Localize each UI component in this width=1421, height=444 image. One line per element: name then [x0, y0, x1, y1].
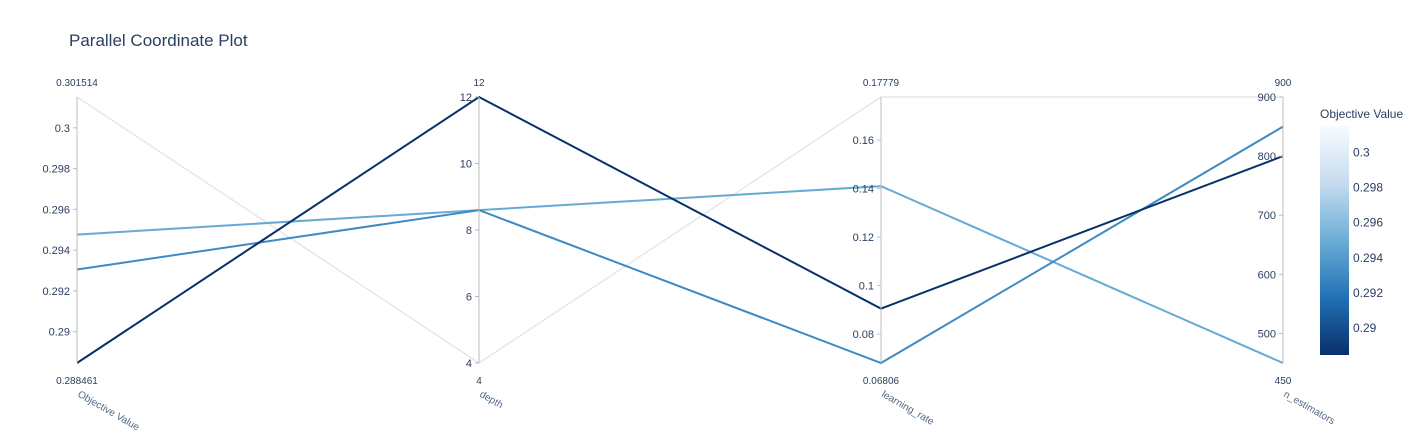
- axis-label: learning_rate: [880, 389, 936, 428]
- axis-range-max: 0.301514: [56, 78, 98, 89]
- colorbar-tick-label: 0.296: [1353, 216, 1383, 230]
- axis-tick-label: 0.08: [853, 329, 874, 341]
- axis-tick-label: 0.12: [853, 232, 874, 244]
- colorbar-tick-label: 0.292: [1353, 286, 1383, 300]
- chart-title: Parallel Coordinate Plot: [69, 31, 248, 50]
- axis-range-max: 900: [1275, 78, 1292, 89]
- axis-label: depth: [478, 389, 505, 411]
- axis-range-min: 0.288461: [56, 376, 98, 387]
- axis-tick-label: 0.298: [42, 164, 70, 176]
- axis-range-min: 0.06806: [863, 376, 900, 387]
- axis-tick-label: 800: [1258, 151, 1276, 163]
- axis-tick-label: 0.29: [49, 327, 70, 339]
- axis-range-max: 0.17779: [863, 78, 900, 89]
- axis-tick-label: 700: [1258, 210, 1276, 222]
- axis-tick-label: 0.3: [55, 123, 70, 135]
- axis-tick-label: 12: [460, 92, 472, 104]
- axis-tick-label: 0.14: [853, 184, 874, 196]
- axis-tick-label: 10: [460, 159, 472, 171]
- data-line-2: [76, 185, 1284, 364]
- axis-tick-label: 4: [466, 358, 472, 370]
- axis-range-max: 12: [473, 78, 485, 89]
- colorbar-tick-label: 0.298: [1353, 181, 1383, 195]
- data-line-3: [76, 125, 1284, 365]
- colorbar-tick-label: 0.29: [1353, 321, 1377, 335]
- data-line-4: [76, 95, 1284, 364]
- axes: 0.29 0.292 0.294 0.296 0.298 0.3 0.301514 0.288…: [42, 78, 1336, 433]
- axis-tick-label: 600: [1258, 269, 1276, 281]
- axis-tick-label: 500: [1258, 328, 1276, 340]
- axis-label: Objective Value: [76, 389, 142, 433]
- axis-tick-label: 0.296: [42, 204, 70, 216]
- axis-tick-label: 6: [466, 292, 472, 304]
- colorbar-tick-label: 0.3: [1353, 146, 1370, 160]
- colorbar-title: Objective Value: [1320, 107, 1403, 121]
- data-line-1: [76, 96, 1283, 364]
- axis-tick-label: 0.1: [859, 281, 874, 293]
- axis-range-min: 450: [1275, 376, 1292, 387]
- data-lines: [76, 95, 1284, 365]
- colorbar-gradient: [1320, 126, 1349, 355]
- axis-tick-label: 8: [466, 225, 472, 237]
- axis-range-min: 4: [476, 376, 482, 387]
- colorbar: Objective Value 0.3 0.298 0.296 0.294 0.292 0…: [1320, 107, 1403, 355]
- axis-tick-label: 0.292: [42, 286, 70, 298]
- axis-tick-label: 900: [1258, 92, 1276, 104]
- colorbar-tick-label: 0.294: [1353, 251, 1383, 265]
- axis-tick-label: 0.294: [42, 245, 70, 257]
- axis-label: n_estimators: [1282, 389, 1337, 427]
- axis-tick-label: 0.16: [853, 135, 874, 147]
